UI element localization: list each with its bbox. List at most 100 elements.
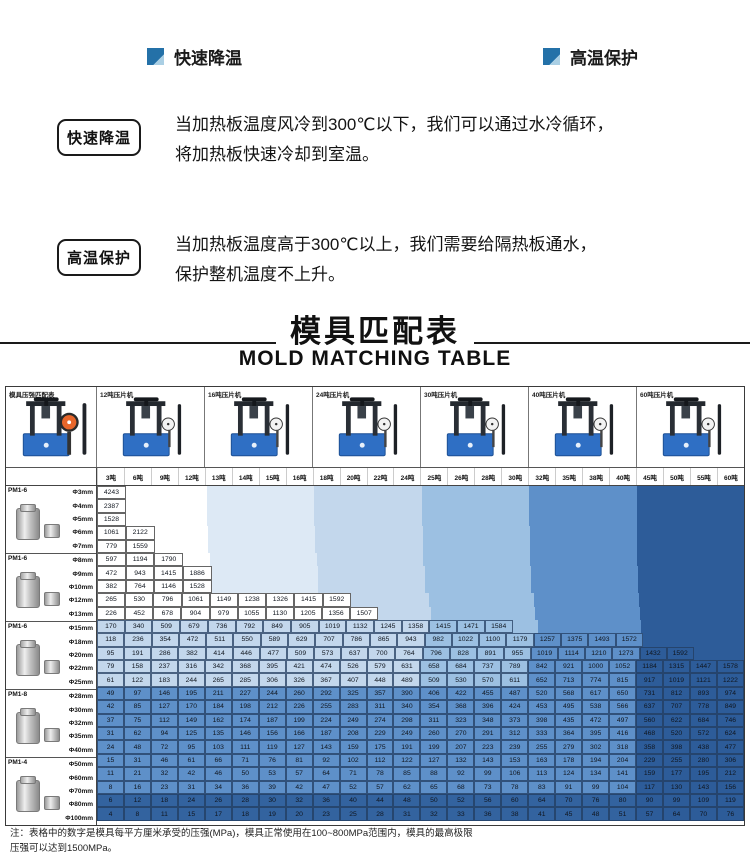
pressure-value-cell: 28 — [231, 793, 259, 808]
die-diameter-label: Φ80mm — [68, 801, 93, 809]
pressure-value-cell: 357 — [366, 686, 394, 701]
tonnage-label: 20吨 — [339, 468, 367, 485]
pressure-value-cell: 509 — [420, 673, 448, 687]
pressure-value-cell: 212 — [716, 767, 744, 781]
pressure-value-cell: 652 — [528, 673, 556, 687]
empty-cell — [690, 526, 718, 540]
pressure-value-cell: 306 — [716, 753, 744, 768]
pressure-value-cell: 1245 — [374, 619, 402, 634]
table-row: 61 122 183 244 265 285 306 326 367 407 448 489 509 53… — [97, 673, 744, 687]
pressure-value-cell: 1572 — [615, 633, 643, 647]
empty-cell — [582, 499, 610, 513]
empty-cell — [693, 646, 719, 661]
pressure-value-cell: 1130 — [265, 606, 294, 620]
pressure-value-cell: 92 — [312, 753, 340, 768]
empty-cell — [291, 566, 318, 580]
empty-cell — [206, 499, 234, 513]
empty-cell — [610, 539, 637, 553]
empty-cell — [316, 552, 344, 567]
empty-cell — [368, 526, 396, 540]
empty-cell — [179, 499, 207, 513]
pressure-value-cell: 570 — [474, 673, 502, 687]
empty-cell — [718, 619, 744, 634]
pressure-value-cell: 78 — [501, 780, 529, 794]
pressure-value-cell: 85 — [393, 767, 421, 781]
pressure-value-cell: 943 — [125, 566, 155, 580]
empty-cell — [179, 512, 207, 527]
empty-cell — [556, 552, 584, 567]
empty-cell — [690, 539, 718, 553]
pressure-value-cell: 177 — [663, 767, 690, 781]
pressure-value-cell: 849 — [263, 619, 291, 634]
empty-cell — [504, 579, 531, 594]
table-row: 1061 2122 — [97, 526, 745, 540]
empty-cell — [451, 566, 478, 580]
pressure-value-cell: 45 — [555, 807, 583, 821]
pressure-value-cell: 509 — [286, 646, 314, 661]
pressure-value-cell: 1121 — [689, 673, 717, 687]
empty-cell — [233, 486, 261, 500]
pressure-value-cell: 130 — [663, 780, 690, 794]
pressure-value-cell: 1179 — [506, 633, 534, 647]
pressure-value-cell: 52 — [339, 780, 367, 794]
pressure-value-cell: 611 — [501, 673, 529, 687]
pressure-value-cell: 407 — [339, 673, 367, 687]
pressure-value-cell: 75 — [123, 713, 151, 728]
pressure-value-cell: 79 — [97, 660, 124, 674]
pressure-value-cell: 2387 — [97, 499, 126, 513]
pressure-value-cell: 1315 — [663, 660, 690, 674]
empty-cell — [263, 552, 290, 567]
pressure-value-cell: 119 — [258, 740, 286, 754]
tag-box-fast-cooling: 快速降温 — [57, 119, 142, 156]
pressure-value-cell: 265 — [97, 593, 126, 607]
empty-cell — [208, 539, 235, 553]
pressure-value-cell: 42 — [285, 780, 313, 794]
empty-cell — [663, 512, 691, 527]
pressure-value-cell: 64 — [312, 767, 340, 781]
pressure-value-cell: 64 — [663, 807, 690, 821]
pressure-value-cell: 4243 — [97, 486, 126, 500]
pressure-value-cell: 23 — [312, 807, 340, 821]
pressure-value-cell: 792 — [235, 619, 264, 634]
die-diameter-label: Φ100mm — [65, 814, 93, 822]
pressure-value-cell: 448 — [366, 673, 394, 687]
pressure-value-cell: 99 — [582, 780, 610, 794]
pressure-value-cell: 982 — [424, 633, 452, 647]
pressure-value-cell: 127 — [420, 753, 448, 768]
pressure-value-cell: 49 — [97, 686, 124, 701]
pressure-value-cell: 291 — [474, 727, 502, 741]
pressure-value-cell: 61 — [177, 753, 205, 768]
page-title: 模具匹配表 — [290, 314, 460, 349]
pressure-value-cell: 348 — [474, 713, 502, 728]
pressure-value-cell: 92 — [447, 767, 475, 781]
pressure-value-cell: 97 — [123, 686, 151, 701]
table-row: 79 158 237 316 342 368 395 421 474 526 579 631 658 68… — [97, 660, 744, 674]
empty-cell — [612, 593, 640, 607]
empty-cell — [449, 526, 477, 540]
pressure-value-cell: 23 — [150, 780, 178, 794]
empty-cell — [586, 593, 613, 607]
empty-cell — [502, 486, 529, 500]
pressure-value-cell: 943 — [397, 633, 425, 647]
pressure-value-cell: 279 — [555, 740, 583, 754]
pressure-value-cell: 32 — [285, 793, 313, 808]
empty-cell — [690, 566, 718, 580]
empty-cell — [508, 606, 535, 620]
pressure-value-cell: 707 — [663, 700, 690, 714]
table-row: 170 340 509 679 736 792 849 905 1019 1132 1245 1358… — [97, 619, 744, 634]
empty-cell — [615, 619, 642, 634]
die-icon — [12, 640, 60, 682]
pressure-value-cell: 117 — [636, 780, 664, 794]
pressure-value-cell: 260 — [420, 727, 448, 741]
pressure-value-cell: 15 — [177, 807, 205, 821]
press-machine-icon — [554, 397, 613, 457]
pressure-value-cell: 163 — [528, 753, 556, 768]
empty-cell — [394, 512, 422, 527]
pressure-value-cell: 285 — [231, 673, 259, 687]
machine-name: 40吨压片机 — [532, 392, 566, 399]
empty-cell — [531, 566, 558, 580]
tonnage-label: 3吨 — [97, 468, 124, 485]
empty-cell — [475, 486, 503, 500]
empty-cell — [238, 566, 265, 580]
empty-cell — [666, 619, 693, 634]
